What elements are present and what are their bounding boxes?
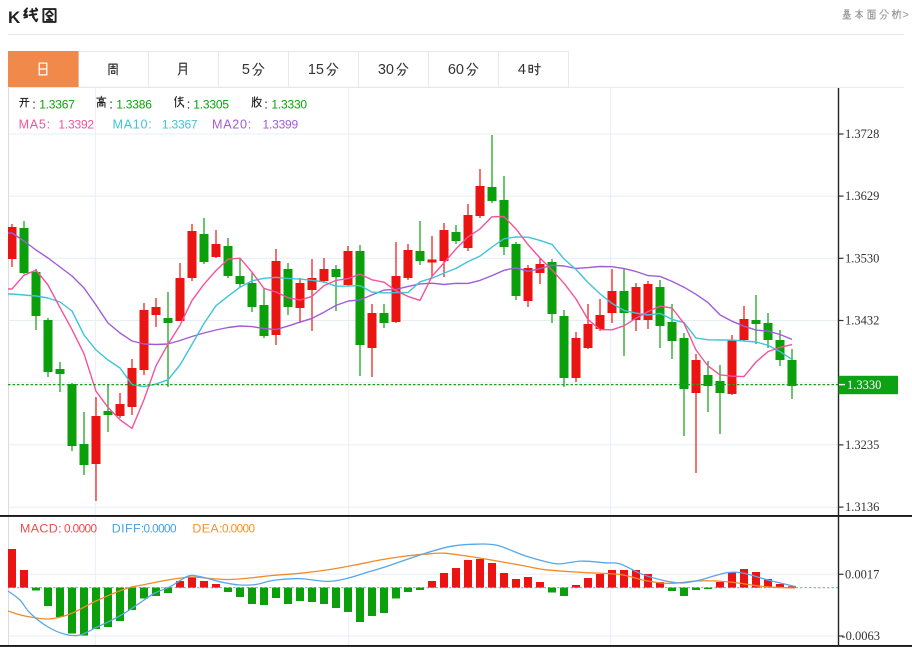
svg-text:1.3330: 1.3330	[271, 98, 307, 112]
svg-text:0.0000: 0.0000	[222, 522, 256, 536]
svg-text:MACD:: MACD:	[20, 522, 62, 536]
svg-text:1.3530: 1.3530	[845, 251, 879, 265]
svg-text:1.3432: 1.3432	[845, 314, 879, 328]
svg-text:4: 4	[518, 62, 526, 78]
svg-text:1.3305: 1.3305	[193, 98, 229, 112]
svg-text:1.3235: 1.3235	[845, 438, 879, 452]
svg-text:60: 60	[448, 62, 464, 78]
svg-text::: :	[109, 97, 113, 112]
svg-text:MA5:: MA5:	[19, 118, 51, 132]
svg-text:MA20:: MA20:	[212, 118, 252, 132]
svg-text:1.3399: 1.3399	[263, 118, 299, 132]
svg-text::: :	[264, 97, 268, 112]
svg-text:1.3629: 1.3629	[845, 189, 879, 203]
svg-text:-0.0063: -0.0063	[842, 629, 881, 643]
svg-text:1.3392: 1.3392	[58, 118, 94, 132]
svg-text:MA10:: MA10:	[113, 118, 153, 132]
svg-text:0.0000: 0.0000	[144, 522, 178, 536]
svg-text::: :	[32, 97, 36, 112]
svg-text:30: 30	[378, 62, 394, 78]
svg-text:>: >	[902, 10, 909, 22]
svg-text:1.3367: 1.3367	[162, 118, 198, 132]
svg-text:0.0000: 0.0000	[64, 522, 98, 536]
svg-text:DEA:: DEA:	[192, 522, 223, 536]
svg-text:1.3728: 1.3728	[845, 127, 879, 141]
svg-text:0.0017: 0.0017	[845, 567, 879, 581]
svg-text:1.3136: 1.3136	[845, 500, 879, 514]
svg-text::: :	[187, 97, 191, 112]
svg-text:5: 5	[242, 62, 250, 78]
svg-text:1.3367: 1.3367	[39, 98, 75, 112]
svg-text:DIFF:: DIFF:	[112, 522, 145, 536]
svg-text:15: 15	[308, 62, 324, 78]
svg-text:1.3386: 1.3386	[116, 98, 152, 112]
svg-text:K: K	[8, 8, 21, 27]
svg-text:1.3330: 1.3330	[847, 378, 881, 392]
